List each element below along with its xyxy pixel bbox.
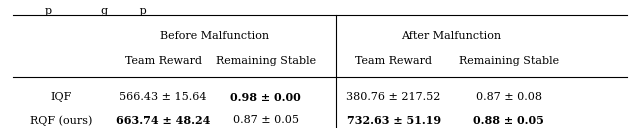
Text: p              g         p: p g p [45, 6, 147, 16]
Text: 0.87 ± 0.05: 0.87 ± 0.05 [232, 115, 299, 125]
Text: 0.88 ± 0.05: 0.88 ± 0.05 [474, 115, 544, 126]
Text: 566.43 ± 15.64: 566.43 ± 15.64 [120, 92, 207, 102]
Text: Team Reward: Team Reward [355, 56, 432, 66]
Text: RQF (ours): RQF (ours) [29, 115, 92, 126]
Text: IQF: IQF [50, 92, 72, 102]
Text: After Malfunction: After Malfunction [401, 31, 501, 41]
Text: 732.63 ± 51.19: 732.63 ± 51.19 [346, 115, 441, 126]
Text: 663.74 ± 48.24: 663.74 ± 48.24 [116, 115, 211, 126]
Text: Remaining Stable: Remaining Stable [459, 56, 559, 66]
Text: Before Malfunction: Before Malfunction [160, 31, 269, 41]
Text: 380.76 ± 217.52: 380.76 ± 217.52 [346, 92, 441, 102]
Text: Remaining Stable: Remaining Stable [216, 56, 316, 66]
Text: 0.87 ± 0.08: 0.87 ± 0.08 [476, 92, 542, 102]
Text: 0.98 ± 0.00: 0.98 ± 0.00 [230, 92, 301, 103]
Text: Team Reward: Team Reward [125, 56, 202, 66]
